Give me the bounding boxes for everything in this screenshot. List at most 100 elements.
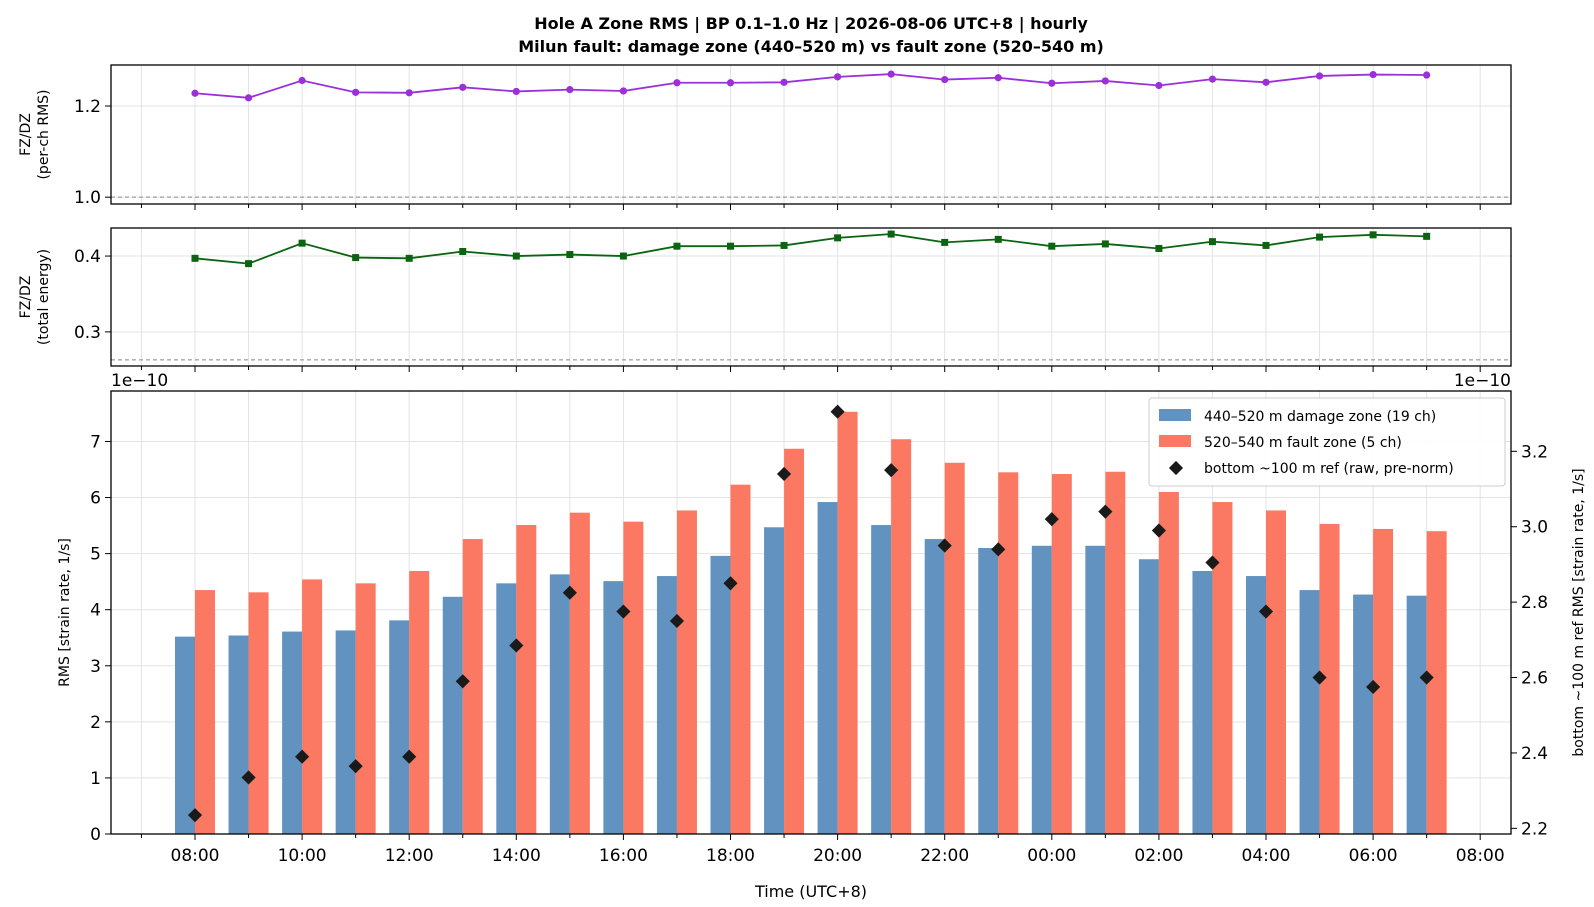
y-tick-label: 0.4: [74, 247, 101, 267]
x-tick-label: 04:00: [1242, 846, 1291, 866]
x-tick-label: 16:00: [599, 846, 648, 866]
bar-fault-zone: [1158, 491, 1179, 834]
ratio-point: [405, 254, 413, 262]
ratio-point: [887, 230, 895, 238]
ratio-point: [1315, 72, 1324, 80]
bar-damage-zone: [978, 548, 999, 834]
ratio-point: [1262, 78, 1270, 86]
ratio-point: [1423, 232, 1431, 240]
ratio-point: [191, 254, 199, 262]
ratio-point: [245, 260, 253, 268]
ratio-point: [1101, 240, 1109, 248]
offset-label-left: 1e−10: [111, 371, 168, 391]
y-tick-label: 4: [90, 601, 101, 621]
ratio-point: [619, 252, 627, 260]
x-tick-label: 08:00: [1456, 846, 1505, 866]
legend-label: 520–540 m fault zone (5 ch): [1204, 435, 1402, 451]
y-tick-label: 6: [90, 489, 101, 509]
bar-damage-zone: [1031, 545, 1052, 834]
ref-diamond-point: [937, 538, 952, 553]
right-y-tick-label: 3.2: [1521, 442, 1548, 462]
ratio-point: [512, 87, 520, 96]
ratio-point: [780, 78, 788, 86]
ref-diamond-point: [455, 674, 470, 689]
ratio-point: [619, 87, 628, 95]
x-tick-label: 08:00: [171, 846, 220, 866]
ratio-point: [994, 74, 1002, 82]
legend-swatch: [1159, 435, 1191, 447]
bar-damage-zone: [1138, 559, 1159, 834]
bar-damage-zone: [282, 631, 303, 834]
bar-fault-zone: [998, 472, 1019, 834]
bar-damage-zone: [871, 525, 892, 834]
bar-fault-zone: [623, 521, 644, 834]
offset-label-right: 1e−10: [1454, 371, 1511, 391]
ratio-point: [727, 242, 734, 250]
bar-damage-zone: [389, 620, 410, 834]
ref-diamond-point: [776, 466, 792, 482]
x-tick-label: 00:00: [1027, 846, 1076, 866]
x-tick-label: 12:00: [385, 846, 434, 866]
ref-diamond-point: [616, 604, 631, 619]
ref-diamond-point: [1366, 679, 1381, 695]
ref-diamond-point: [830, 404, 845, 419]
ratio-point: [298, 239, 306, 247]
ref-diamond-point: [348, 759, 363, 774]
ratio-point: [1262, 241, 1270, 249]
x-tick-label: 14:00: [492, 846, 541, 866]
ref-diamond-point: [991, 542, 1006, 557]
ratio-point: [566, 86, 574, 94]
ref-diamond-point: [1312, 670, 1327, 685]
bar-damage-zone: [1192, 571, 1213, 834]
ratio-point: [512, 252, 520, 260]
bar-fault-zone: [1319, 523, 1340, 834]
y-axis-label: FZ/DZ: [18, 276, 34, 319]
x-tick-label: 22:00: [920, 846, 969, 866]
bar-damage-zone: [656, 576, 677, 834]
legend-box: [1148, 397, 1506, 487]
bar-fault-zone: [462, 539, 483, 834]
ref-diamond-point: [402, 749, 417, 764]
ratio-point: [887, 70, 895, 78]
ratio-point: [352, 88, 360, 96]
legend-swatch: [1159, 409, 1191, 421]
ratio-point: [1369, 231, 1377, 239]
ratio-point: [405, 89, 413, 97]
bar-damage-zone: [817, 502, 838, 834]
x-tick-label: 06:00: [1349, 846, 1398, 866]
x-tick-label: 18:00: [706, 846, 755, 866]
ratio-point: [1208, 75, 1217, 83]
ratio-point: [244, 94, 253, 102]
legend-label: bottom ~100 m ref (raw, pre-norm): [1204, 461, 1454, 477]
ref-diamond-point: [241, 770, 256, 785]
right-y-tick-label: 2.8: [1521, 593, 1548, 613]
bar-fault-zone: [837, 411, 858, 834]
ref-diamond-point: [1044, 512, 1059, 527]
bar-fault-zone: [248, 592, 269, 834]
y-axis-label: FZ/DZ: [18, 113, 34, 156]
right-y-tick-label: 3.0: [1521, 518, 1548, 538]
ratio-point: [673, 242, 681, 250]
chart-title-line-2: Milun fault: damage zone (440–520 m) vs …: [518, 37, 1104, 56]
legend-swatch: [1168, 460, 1184, 476]
panel-frame: [110, 227, 1512, 367]
bar-fault-zone: [302, 579, 323, 834]
ratio-point: [459, 248, 467, 256]
bar-damage-zone: [335, 630, 356, 834]
x-tick-label: 20:00: [813, 846, 862, 866]
ratio-point: [780, 241, 788, 249]
bar-damage-zone: [175, 636, 195, 834]
bar-damage-zone: [1299, 590, 1320, 834]
ratio-point: [994, 235, 1002, 243]
bar-fault-zone: [1105, 471, 1126, 834]
bar-fault-zone: [1426, 531, 1447, 834]
legend-label: 440–520 m damage zone (19 ch): [1204, 409, 1436, 425]
ratio-point: [1101, 77, 1109, 85]
y-tick-label: 1.2: [74, 97, 101, 117]
bar-fault-zone: [516, 525, 537, 834]
bar-fault-zone: [944, 462, 965, 834]
ratio-point: [673, 79, 681, 87]
ref-diamond-point: [1151, 523, 1166, 538]
right-y-axis-label: bottom ~100 m ref RMS [strain rate, 1/s]: [1571, 468, 1587, 756]
y-axis-label: RMS [strain rate, 1/s]: [57, 538, 73, 687]
